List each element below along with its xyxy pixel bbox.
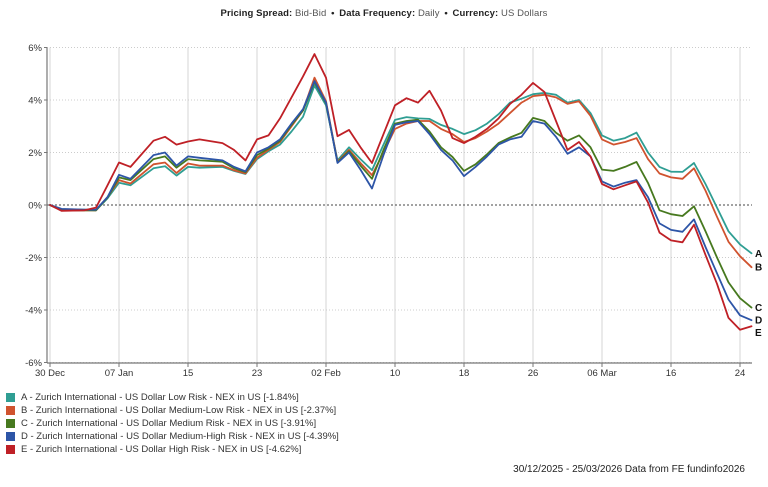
title-value-bid-bid: Bid-Bid — [295, 8, 327, 19]
legend-label-e: E - Zurich International - US Dollar Hig… — [21, 444, 302, 455]
x-axis-label: 24 — [735, 368, 746, 379]
y-axis-label: -4% — [25, 306, 42, 317]
legend-label-c: C - Zurich International - US Dollar Med… — [21, 418, 317, 429]
legend-swatch-b — [6, 406, 15, 415]
x-axis-label: 30 Dec — [35, 368, 65, 379]
title-value-daily: Daily — [417, 8, 440, 19]
legend-swatch-e — [6, 445, 15, 454]
legend-swatch-c — [6, 419, 15, 428]
legend-item-a: A - Zurich International - US Dollar Low… — [6, 391, 339, 404]
legend-label-d: D - Zurich International - US Dollar Med… — [21, 431, 339, 442]
title-value-us-dollars: US Dollars — [501, 8, 548, 19]
x-axis-label: 16 — [666, 368, 677, 379]
legend-item-e: E - Zurich International - US Dollar Hig… — [6, 443, 339, 456]
legend-item-d: D - Zurich International - US Dollar Med… — [6, 430, 339, 443]
x-axis-label: 10 — [390, 368, 401, 379]
x-axis-label: 23 — [252, 368, 263, 379]
y-axis-label: 6% — [28, 43, 42, 54]
legend-swatch-a — [6, 393, 15, 402]
x-axis-label: 06 Mar — [587, 368, 617, 379]
x-axis-label: 26 — [528, 368, 539, 379]
x-axis-label: 15 — [183, 368, 194, 379]
series-end-label-A: A — [755, 249, 762, 260]
series-line-E — [49, 53, 753, 331]
title-key-pricing-spread: Pricing Spread: — [220, 8, 293, 19]
y-axis-label: -2% — [25, 253, 42, 264]
title-bullet: • — [331, 8, 335, 19]
series-line-B — [49, 76, 753, 269]
chart-legend: A - Zurich International - US Dollar Low… — [6, 391, 339, 456]
chart-title: Pricing Spread: Bid-Bid • Data Frequency… — [0, 8, 768, 19]
pricing-spread-line-chart: 30 Dec 07 Jan 15 23 02 Feb 10 18 26 06 Mar 16 24 6%… — [25, 43, 762, 379]
y-axis-label: 0% — [28, 201, 42, 212]
x-axis-label: 07 Jan — [105, 368, 134, 379]
y-axis-label: 4% — [28, 96, 42, 107]
legend-swatch-d — [6, 432, 15, 441]
title-bullet: • — [444, 8, 448, 19]
title-key-data-frequency: Data Frequency: — [339, 8, 416, 19]
title-key-currency: Currency: — [452, 8, 499, 19]
y-axis-label: 2% — [28, 148, 42, 159]
legend-item-b: B - Zurich International - US Dollar Med… — [6, 404, 339, 417]
date-range-and-source: 30/12/2025 - 25/03/2026 Data from FE fun… — [513, 464, 745, 475]
legend-item-c: C - Zurich International - US Dollar Med… — [6, 417, 339, 430]
y-axis-label: -6% — [25, 358, 42, 369]
legend-label-a: A - Zurich International - US Dollar Low… — [21, 392, 299, 403]
series-line-D — [49, 80, 753, 322]
x-axis-label: 18 — [459, 368, 470, 379]
series-line-C — [49, 81, 753, 309]
series-line-A — [49, 84, 753, 255]
series-end-label-C: C — [755, 303, 762, 314]
legend-label-b: B - Zurich International - US Dollar Med… — [21, 405, 337, 416]
x-axis-label: 02 Feb — [311, 368, 341, 379]
series-end-label-B: B — [755, 263, 762, 274]
series-end-label-D: D — [755, 316, 762, 327]
series-end-label-E: E — [755, 328, 762, 339]
